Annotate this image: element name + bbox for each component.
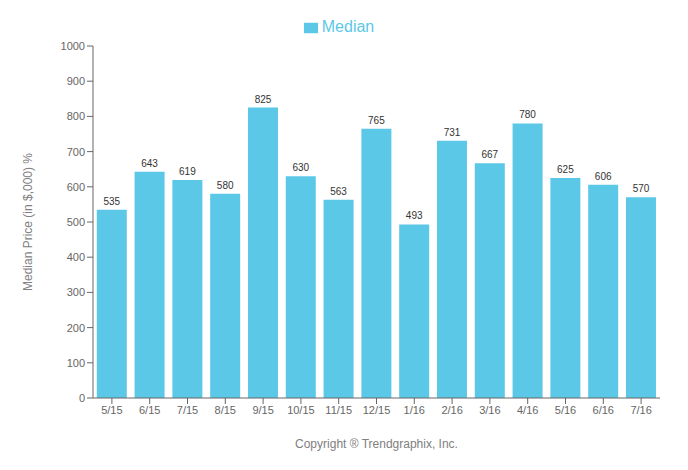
svg-text:765: 765 [368,115,385,126]
svg-text:11/15: 11/15 [325,404,352,416]
svg-text:563: 563 [330,186,347,197]
svg-text:535: 535 [103,196,120,207]
svg-text:100: 100 [67,357,85,369]
svg-text:Median Price (in $,000) %: Median Price (in $,000) % [21,153,35,291]
svg-text:1000: 1000 [61,40,85,52]
svg-text:3/16: 3/16 [479,404,500,416]
svg-text:0: 0 [79,392,85,404]
svg-text:780: 780 [519,109,536,120]
svg-text:2/16: 2/16 [441,404,462,416]
svg-text:900: 900 [67,75,85,87]
svg-text:12/15: 12/15 [363,404,391,416]
svg-text:300: 300 [67,286,85,298]
svg-text:606: 606 [595,171,612,182]
svg-text:8/15: 8/15 [215,404,236,416]
svg-text:625: 625 [557,164,574,175]
svg-text:400: 400 [67,251,85,263]
svg-text:493: 493 [406,210,423,221]
svg-text:7/16: 7/16 [630,404,651,416]
svg-text:1/16: 1/16 [404,404,425,416]
svg-text:700: 700 [67,146,85,158]
svg-text:667: 667 [481,149,498,160]
svg-text:600: 600 [67,181,85,193]
svg-text:6/15: 6/15 [139,404,160,416]
svg-text:4/16: 4/16 [517,404,538,416]
svg-text:731: 731 [444,127,461,138]
html-text:Median: Median [321,18,375,35]
svg-text:6/16: 6/16 [593,404,614,416]
svg-text:200: 200 [67,322,85,334]
svg-text:619: 619 [179,166,196,177]
svg-text:5/15: 5/15 [101,404,122,416]
svg-text:9/15: 9/15 [252,404,273,416]
svg-text:800: 800 [67,110,85,122]
svg-text:7/15: 7/15 [177,404,198,416]
svg-text:10/15: 10/15 [287,404,315,416]
svg-text:580: 580 [217,180,234,191]
svg-text:Copyright ® Trendgraphix, Inc.: Copyright ® Trendgraphix, Inc. [295,437,458,451]
svg-text:570: 570 [633,183,650,194]
svg-text:5/16: 5/16 [555,404,576,416]
svg-text:825: 825 [255,94,272,105]
svg-text:630: 630 [292,162,309,173]
svg-text:500: 500 [67,216,85,228]
svg-text:643: 643 [141,158,158,169]
